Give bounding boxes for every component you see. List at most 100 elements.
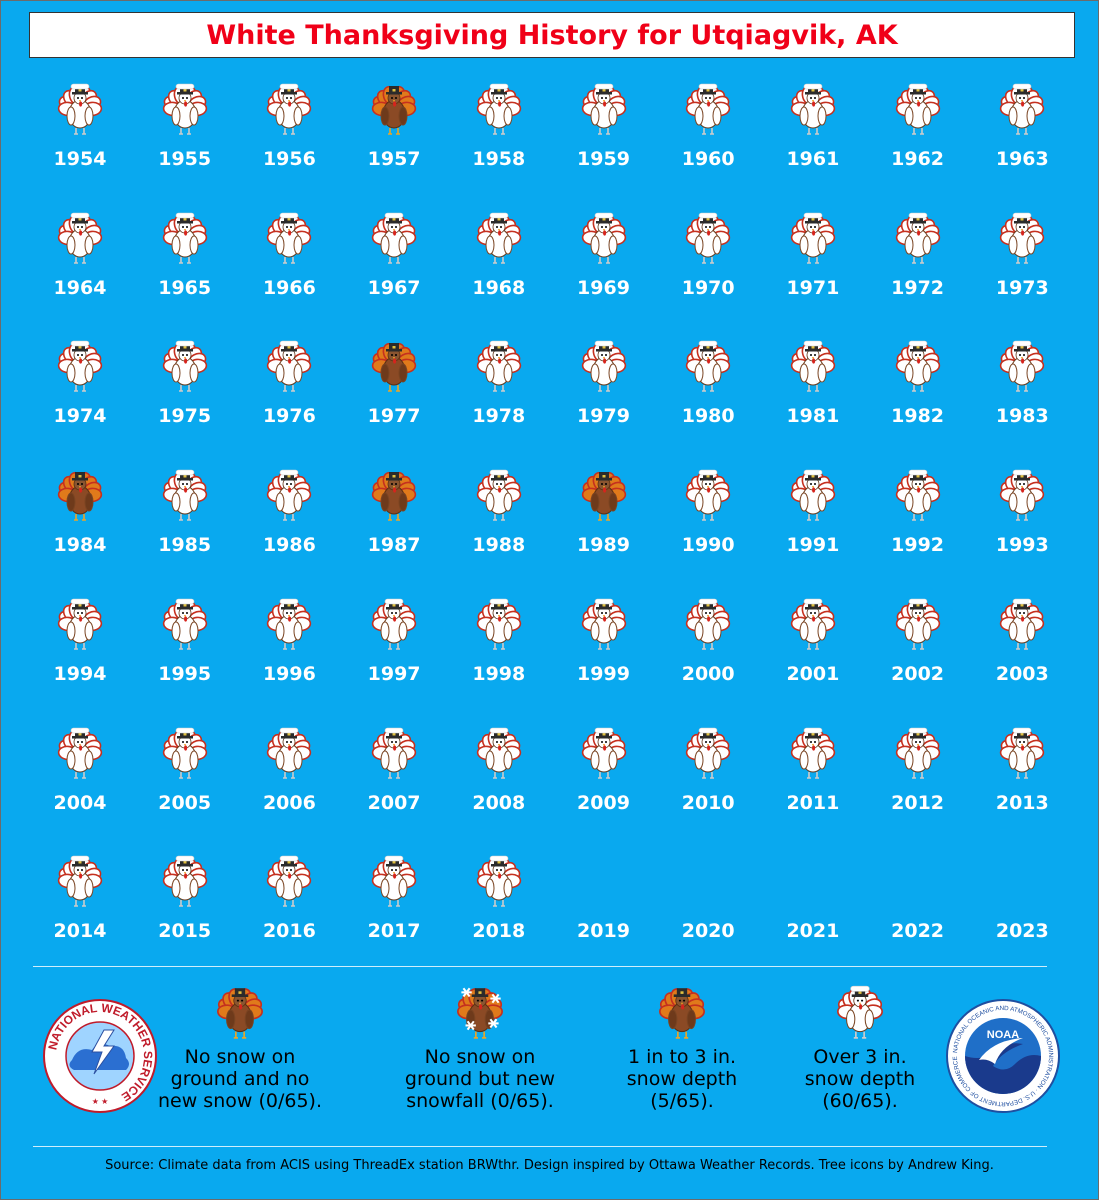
year-label: 2004 [53,791,107,814]
year-cell: 2015 [133,852,237,962]
year-cell: 1977 [342,337,446,447]
year-label: 1961 [786,148,840,170]
year-label: 1971 [786,276,840,299]
year-label: 2003 [995,662,1049,685]
year-cell: 1956 [237,80,341,190]
legend-turkey-icon [457,987,503,1039]
turkey-icon [371,855,417,907]
year-label: 1991 [786,534,840,557]
year-cell: 2023 [970,852,1074,962]
turkey-icon [57,341,103,393]
year-label: 2017 [367,920,421,943]
year-cell: 2000 [656,595,760,705]
year-label: 1954 [53,148,107,170]
year-cell: 1970 [656,209,760,319]
year-cell: 1963 [970,80,1074,190]
turkey-icon [790,727,836,779]
year-label: 1976 [262,405,316,428]
year-cell: 2021 [761,852,865,962]
year-cell: 1954 [28,80,132,190]
year-cell: 2011 [761,724,865,834]
year-cell: 1967 [342,209,446,319]
turkey-icon [790,598,836,650]
year-cell: 2013 [970,724,1074,834]
source-note: Source: Climate data from ACIS using Thr… [105,1158,994,1173]
turkey-icon [57,855,103,907]
year-cell: 2008 [447,724,551,834]
turkey-icon [162,212,207,264]
year-cell: 1959 [552,80,656,190]
turkey-icon [1000,341,1045,393]
year-cell: 1985 [133,466,237,576]
year-label: 2009 [577,791,630,814]
legend-text: Over 3 in. snow depth (60/65). [804,1046,916,1112]
year-cell: 2005 [133,724,237,834]
year-cell: 2006 [237,724,341,834]
year-cell: 1971 [761,209,865,319]
turkey-icon [686,212,731,264]
turkey-icon [162,727,207,779]
year-cell: 1975 [133,337,237,447]
year-label: 2007 [367,791,421,814]
year-label: 1959 [577,148,630,170]
year-label: 1967 [367,276,421,299]
year-label: 1990 [681,534,735,557]
legend-item: No snow on ground but new snowfall (0/65… [390,982,570,1112]
turkey-icon [790,212,836,264]
year-cell: 2016 [237,852,341,962]
year-cell: 1995 [133,595,237,705]
legend-turkey-icon [217,988,263,1039]
year-cell: 1965 [133,209,237,319]
turkey-icon [162,469,207,521]
year-label: 1958 [472,148,526,170]
turkey-icon [267,212,312,264]
year-label: 1964 [53,276,107,299]
turkey-icon [686,598,731,650]
turkey-icon [581,341,626,393]
turkey-icon [371,212,417,264]
turkey-icon [476,855,521,907]
year-label: 1977 [367,405,421,428]
year-label: 1974 [53,405,107,428]
title-box: White Thanksgiving History for Utqiagvik… [29,12,1075,58]
turkey-icon [581,83,626,135]
year-cell: 1999 [552,595,656,705]
year-label: 1993 [995,534,1049,557]
turkey-icon [790,469,836,521]
legend-turkey-icon [659,988,705,1039]
year-cell: 2017 [342,852,446,962]
year-label: 2011 [786,791,840,814]
turkey-icon [790,341,836,393]
year-cell: 1964 [28,209,132,319]
turkey-icon [57,727,103,779]
year-cell: 1992 [866,466,970,576]
turkey-icon [895,469,940,521]
year-cell: 1989 [552,466,656,576]
turkey-icon [581,212,626,264]
year-label: 2020 [681,920,735,943]
year-label: 1960 [681,148,735,170]
year-cell: 2012 [866,724,970,834]
year-label: 1981 [786,405,840,428]
year-label: 2000 [681,662,735,685]
year-label: 1988 [472,534,526,557]
turkey-icon [371,598,417,650]
year-label: 2014 [53,920,107,943]
year-label: 1965 [158,276,212,299]
turkey-icon [581,598,626,650]
legend-text: 1 in to 3 in. snow depth (5/65). [626,1046,738,1112]
turkey-icon [371,727,417,779]
year-cell: 1986 [237,466,341,576]
turkey-icon [267,83,312,135]
year-cell: 2014 [28,852,132,962]
year-label: 1992 [891,534,945,557]
year-cell: 1973 [970,209,1074,319]
year-label: 2002 [891,662,945,685]
year-label: 2018 [472,920,526,943]
year-cell: 1968 [447,209,551,319]
year-cell: 1957 [342,80,446,190]
year-cell: 2007 [342,724,446,834]
turkey-icon [581,727,626,779]
turkey-icon [57,598,103,650]
year-cell: 1961 [761,80,865,190]
